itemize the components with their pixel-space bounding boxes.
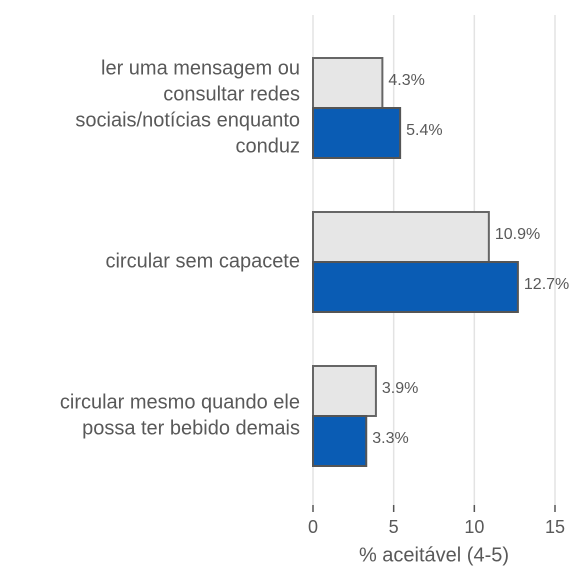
bar bbox=[312, 57, 384, 109]
bar bbox=[312, 107, 402, 159]
value-label: 3.3% bbox=[372, 430, 408, 447]
category-label: circular mesmo quando ele bbox=[60, 391, 300, 413]
x-tick-label: 5 bbox=[389, 517, 399, 537]
category-label: circular sem capacete bbox=[105, 250, 300, 272]
value-label: 4.3% bbox=[388, 72, 424, 89]
bar bbox=[312, 211, 490, 263]
x-tick-label: 0 bbox=[308, 517, 318, 537]
bar bbox=[312, 261, 519, 313]
category-label: ler uma mensagem ou bbox=[101, 57, 300, 79]
bar bbox=[312, 415, 368, 467]
value-label: 5.4% bbox=[406, 122, 442, 139]
bar bbox=[312, 365, 377, 417]
x-axis-label: % aceitável (4-5) bbox=[359, 544, 509, 566]
category-label: conduz bbox=[236, 135, 301, 157]
value-label: 12.7% bbox=[524, 276, 569, 293]
category-label: consultar redes bbox=[163, 83, 300, 105]
value-label: 10.9% bbox=[495, 226, 540, 243]
x-tick-label: 10 bbox=[464, 517, 484, 537]
category-label: possa ter bebido demais bbox=[82, 417, 300, 439]
category-label: sociais/notícias enquanto bbox=[75, 109, 300, 131]
value-label: 3.9% bbox=[382, 380, 418, 397]
x-tick-label: 15 bbox=[545, 517, 565, 537]
